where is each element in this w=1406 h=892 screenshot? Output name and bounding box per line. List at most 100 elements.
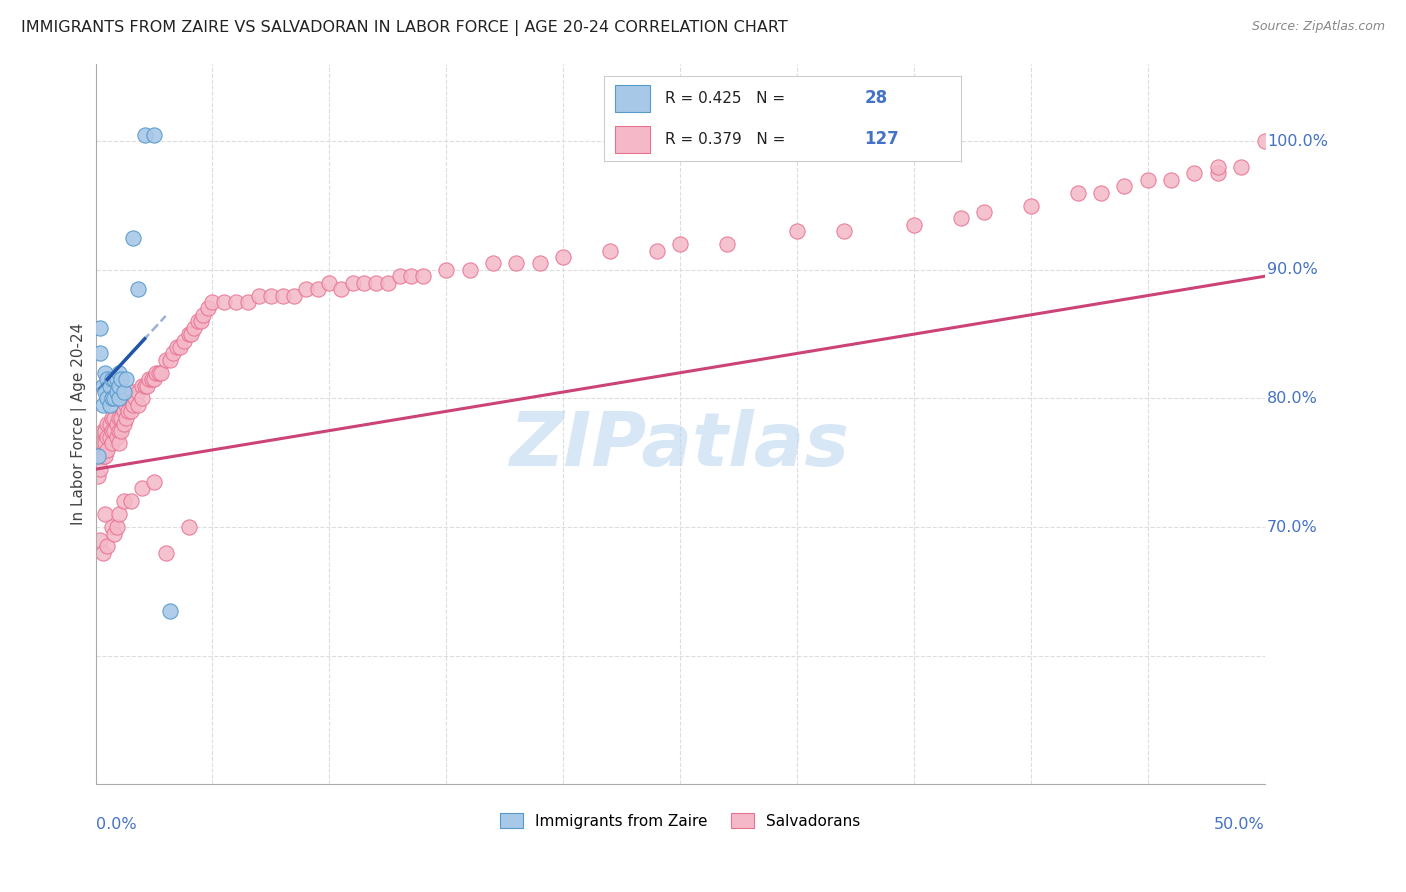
Point xyxy=(115,372,138,386)
Point xyxy=(98,430,121,444)
Point xyxy=(1136,173,1159,187)
Point xyxy=(529,256,551,270)
Point xyxy=(388,269,411,284)
Point xyxy=(110,424,132,438)
Point xyxy=(903,218,925,232)
Point xyxy=(112,494,135,508)
Point xyxy=(108,366,131,380)
Point xyxy=(225,295,247,310)
Point xyxy=(124,392,146,406)
Point xyxy=(832,224,855,238)
Point xyxy=(366,276,388,290)
Point xyxy=(103,372,125,386)
Point xyxy=(1206,166,1229,180)
Point xyxy=(108,392,131,406)
Point xyxy=(108,507,131,521)
Point xyxy=(112,385,135,400)
Point xyxy=(553,250,575,264)
Point xyxy=(399,269,422,284)
Point xyxy=(1090,186,1112,200)
Point xyxy=(120,494,142,508)
Point xyxy=(110,410,132,425)
Point xyxy=(96,442,118,457)
Point xyxy=(1206,160,1229,174)
Point xyxy=(105,430,128,444)
Point xyxy=(89,450,111,464)
Text: 90.0%: 90.0% xyxy=(1267,262,1317,277)
Point xyxy=(1019,198,1042,212)
Point xyxy=(1253,134,1275,148)
Legend: Immigrants from Zaire, Salvadorans: Immigrants from Zaire, Salvadorans xyxy=(494,806,866,835)
Point xyxy=(108,436,131,450)
Point xyxy=(645,244,668,258)
Point xyxy=(91,436,114,450)
Point xyxy=(330,282,353,296)
Point xyxy=(949,211,972,226)
Point xyxy=(94,450,117,464)
Point xyxy=(103,424,125,438)
Point xyxy=(115,410,138,425)
Point xyxy=(87,450,110,464)
Text: Source: ZipAtlas.com: Source: ZipAtlas.com xyxy=(1251,20,1385,33)
Point xyxy=(98,417,121,432)
Point xyxy=(89,533,111,547)
Point xyxy=(599,244,621,258)
Point xyxy=(177,327,200,342)
Point xyxy=(131,378,153,392)
Point xyxy=(94,424,117,438)
Point xyxy=(91,450,114,464)
Point xyxy=(159,604,181,618)
Text: 0.0%: 0.0% xyxy=(96,817,136,831)
Point xyxy=(342,276,364,290)
Point xyxy=(91,398,114,412)
Point xyxy=(134,128,156,142)
Point xyxy=(108,424,131,438)
Point xyxy=(1230,160,1253,174)
Point xyxy=(260,288,283,302)
Point xyxy=(190,314,212,328)
Point xyxy=(271,288,294,302)
Point xyxy=(247,288,270,302)
Point xyxy=(1160,173,1182,187)
Point xyxy=(166,340,188,354)
Point xyxy=(180,327,202,342)
Point xyxy=(91,378,114,392)
Point xyxy=(148,366,170,380)
Point xyxy=(1184,166,1206,180)
Point xyxy=(112,417,135,432)
Point xyxy=(101,424,124,438)
Point xyxy=(101,520,124,534)
Point xyxy=(141,372,163,386)
Point xyxy=(91,546,114,560)
Text: 70.0%: 70.0% xyxy=(1267,519,1317,534)
Point xyxy=(101,372,124,386)
Point xyxy=(212,295,235,310)
Point xyxy=(127,385,149,400)
Point xyxy=(89,436,111,450)
Point xyxy=(143,372,166,386)
Point xyxy=(110,372,132,386)
Point xyxy=(120,392,142,406)
Point xyxy=(412,269,434,284)
Point xyxy=(236,295,259,310)
Point xyxy=(105,417,128,432)
Point xyxy=(89,320,111,334)
Point xyxy=(131,392,153,406)
Point xyxy=(101,392,124,406)
Point xyxy=(94,436,117,450)
Point xyxy=(94,507,117,521)
Point xyxy=(505,256,527,270)
Point xyxy=(103,410,125,425)
Point xyxy=(105,520,128,534)
Point xyxy=(482,256,505,270)
Text: 50.0%: 50.0% xyxy=(1213,817,1264,831)
Point xyxy=(183,320,205,334)
Point xyxy=(150,366,173,380)
Point xyxy=(91,424,114,438)
Point xyxy=(87,468,110,483)
Point xyxy=(155,352,177,367)
Point xyxy=(122,230,145,244)
Point xyxy=(187,314,209,328)
Point xyxy=(103,526,125,541)
Point xyxy=(98,378,121,392)
